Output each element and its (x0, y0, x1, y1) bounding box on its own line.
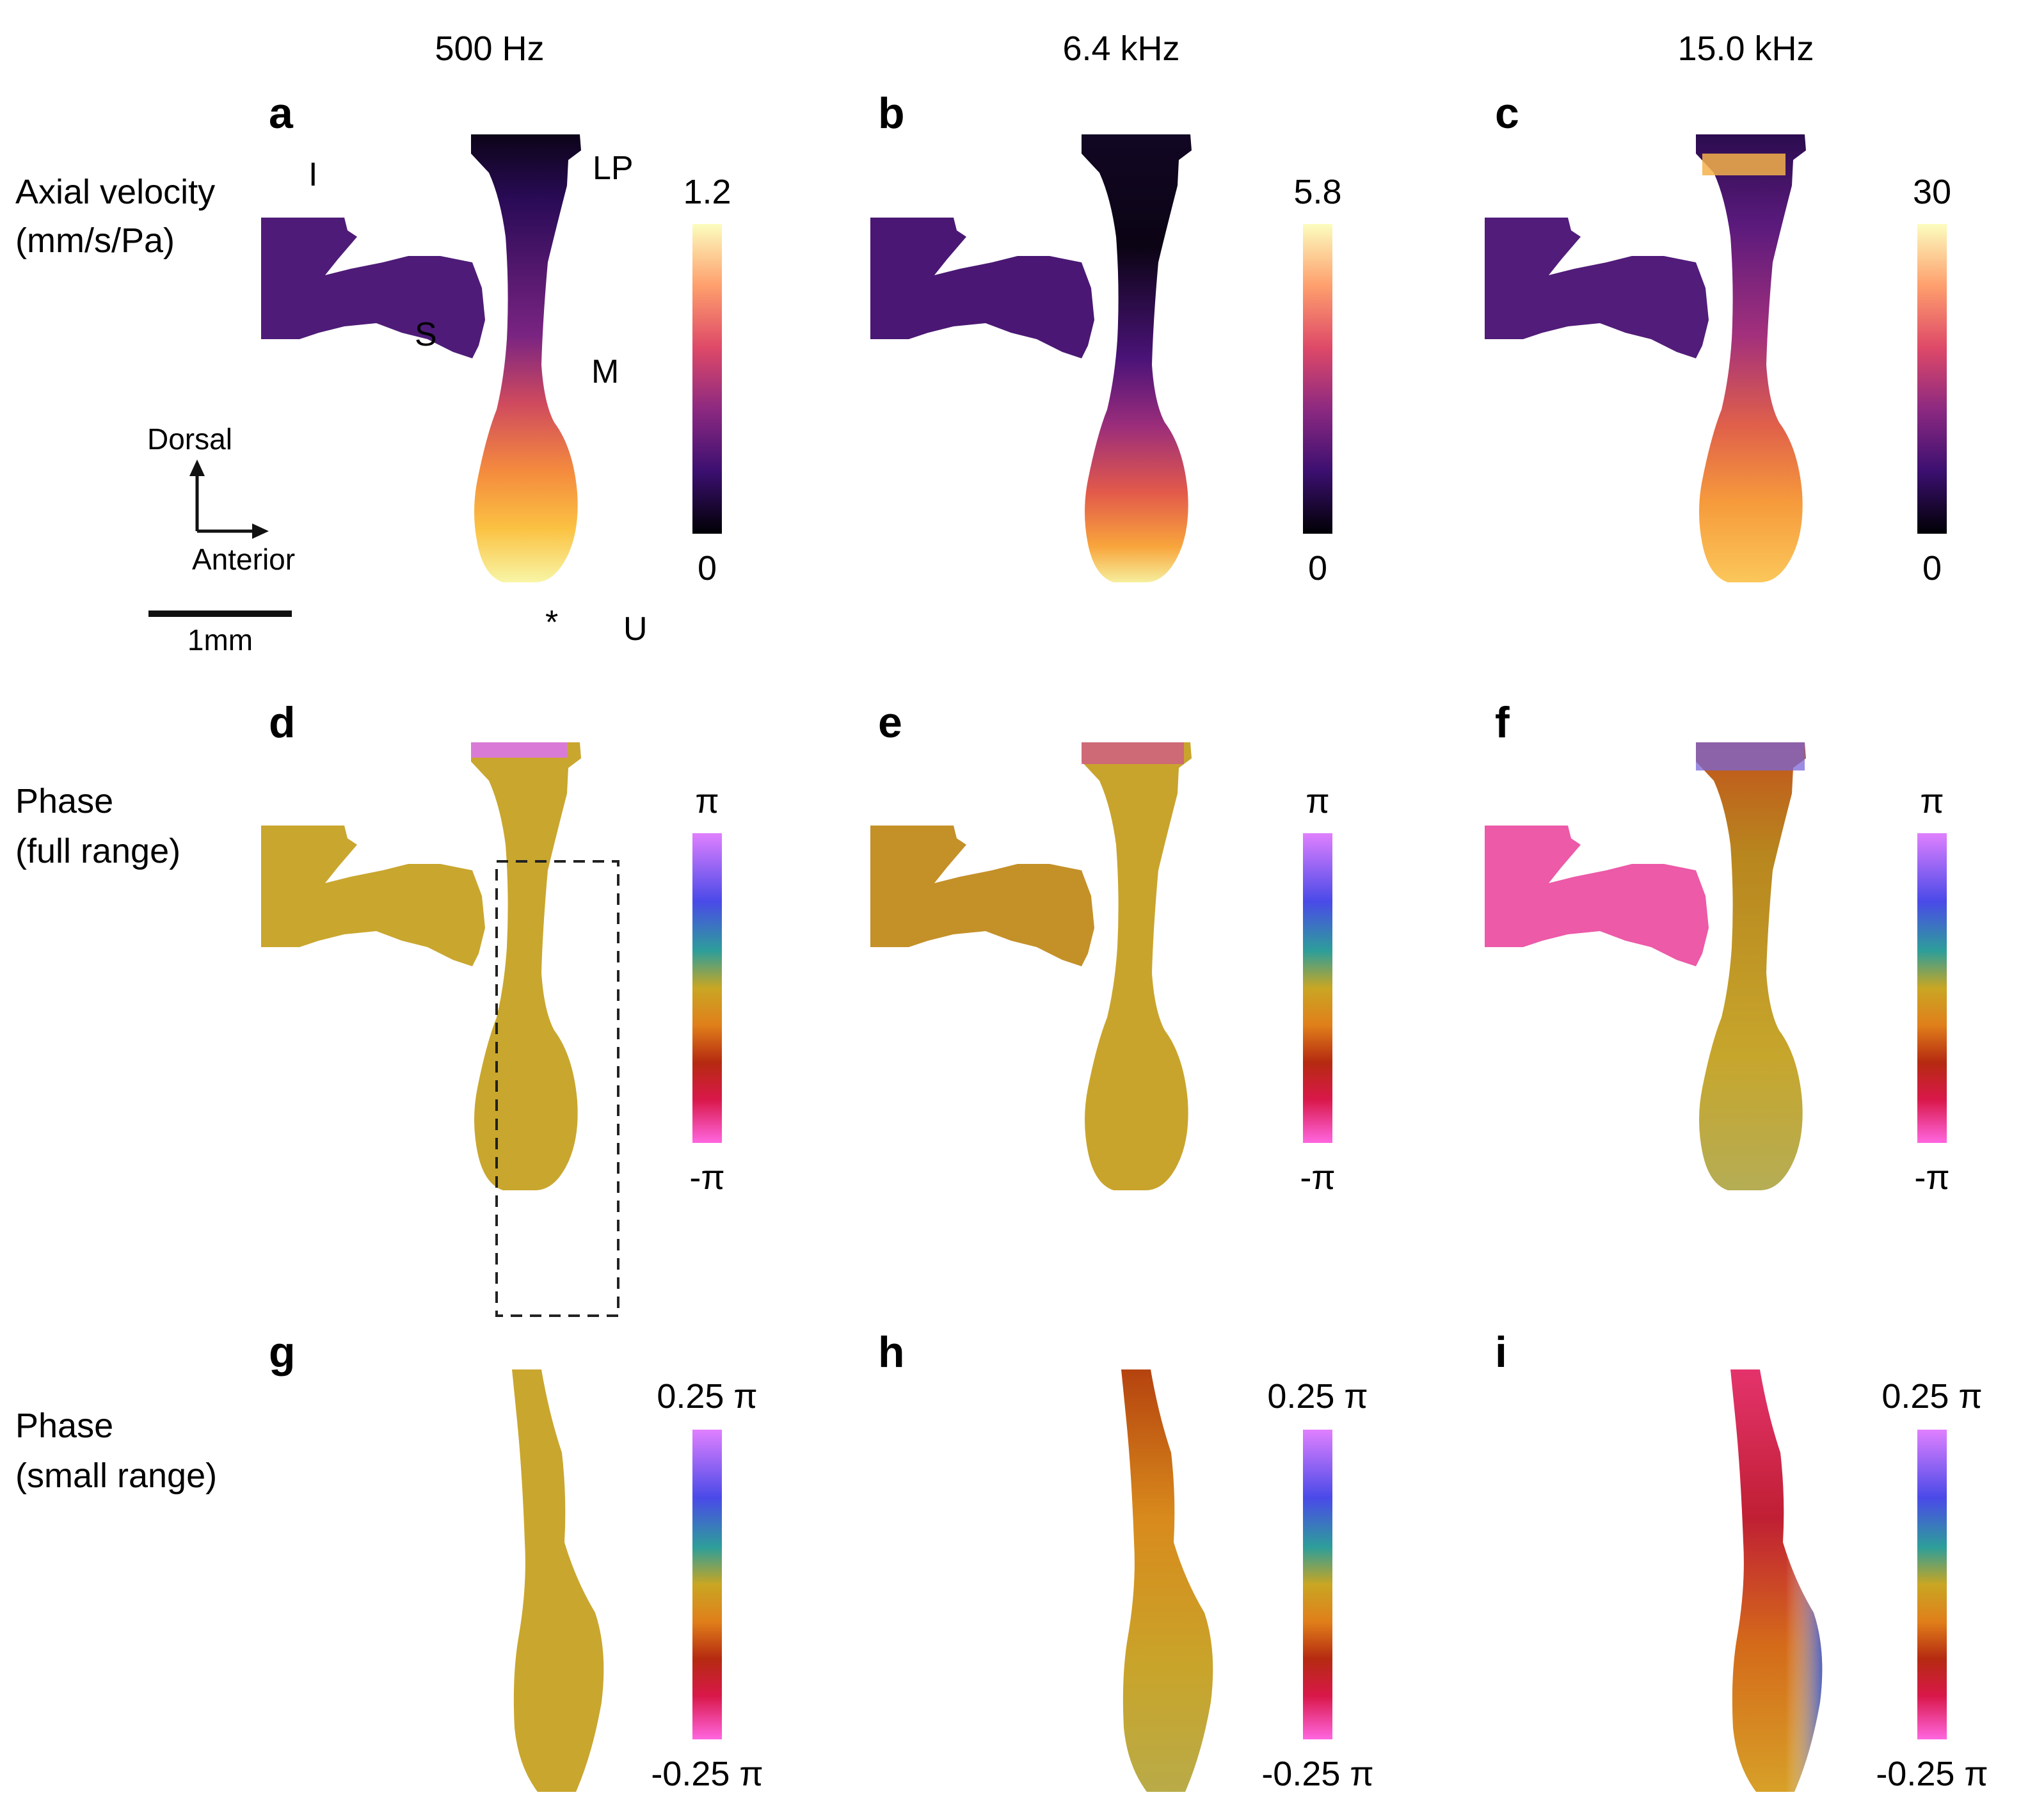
panel-d-phase-map (261, 742, 581, 1190)
label-stapes: S (415, 316, 437, 353)
label-incus: I (308, 156, 317, 193)
label-manubrium: M (591, 353, 619, 390)
colorbar-c-min: 0 (1922, 549, 1942, 587)
panel-b-velocity-map (870, 134, 1192, 582)
column-title-6-4khz: 6.4 kHz (1062, 29, 1179, 68)
colorbar-velocity-b (1303, 224, 1332, 534)
colorbar-c-max: 30 (1913, 173, 1951, 211)
colorbar-h-max: 0.25 π (1267, 1377, 1368, 1416)
row-label-phase-full-line1: Phase (15, 782, 113, 820)
row-label-velocity-line2: (mm/s/Pa) (15, 221, 175, 260)
colorbar-velocity-c (1917, 224, 1947, 534)
colorbar-f-max: π (1920, 782, 1944, 820)
panel-h-phase-map (1121, 1369, 1213, 1792)
colorbar-g-min: -0.25 π (651, 1755, 763, 1793)
scale-bar (148, 611, 292, 617)
panel-c-velocity-map (1485, 134, 1806, 582)
colorbar-phase-full-d (692, 833, 722, 1143)
panel-label-a: a (269, 89, 294, 138)
colorbar-i-min: -0.25 π (1876, 1755, 1988, 1793)
zoom-region-box (495, 860, 619, 1317)
panel-label-h: h (878, 1328, 905, 1377)
colorbar-phase-small-h (1303, 1430, 1332, 1739)
panel-e-phase-map (870, 742, 1192, 1190)
panel-i-phase-map (1730, 1369, 1823, 1792)
colorbar-phase-small-i (1917, 1430, 1947, 1739)
panel-label-e: e (878, 698, 902, 747)
colorbar-i-max: 0.25 π (1881, 1377, 1982, 1416)
colorbar-g-max: 0.25 π (657, 1377, 757, 1416)
row-label-phase-small-line1: Phase (15, 1407, 113, 1445)
colorbar-phase-full-f (1917, 833, 1947, 1143)
panel-label-b: b (878, 89, 905, 138)
row-label-velocity-line1: Axial velocity (15, 173, 215, 211)
panel-label-f: f (1495, 698, 1510, 747)
colorbar-d-max: π (695, 782, 719, 820)
panel-a-velocity-map (261, 134, 581, 582)
panel-label-i: i (1495, 1328, 1507, 1377)
colorbar-a-max: 1.2 (683, 173, 731, 211)
colorbar-d-min: -π (689, 1158, 724, 1197)
colorbar-h-min: -0.25 π (1261, 1755, 1373, 1793)
colorbar-f-min: -π (1914, 1158, 1949, 1197)
colorbar-velocity-a (692, 224, 722, 534)
orientation-dorsal: Dorsal (147, 422, 232, 456)
panel-label-g: g (269, 1328, 296, 1377)
row-label-phase-small-line2: (small range) (15, 1457, 217, 1495)
colorbar-e-min: -π (1300, 1158, 1335, 1197)
panel-f-phase-map (1485, 742, 1806, 1190)
colorbar-e-max: π (1306, 782, 1329, 820)
orientation-anterior: Anterior (192, 543, 295, 576)
panel-label-d: d (269, 698, 296, 747)
panel-g-phase-map (512, 1369, 604, 1792)
colorbar-b-max: 5.8 (1293, 173, 1341, 211)
label-umbo: U (623, 611, 648, 648)
colorbar-b-min: 0 (1308, 549, 1327, 587)
colorbar-a-min: 0 (698, 549, 717, 587)
orientation-axes (189, 459, 269, 539)
panel-label-c: c (1495, 89, 1519, 138)
label-lateral-process: LP (593, 150, 634, 187)
scale-bar-label: 1mm (188, 623, 253, 657)
column-title-500hz: 500 Hz (435, 29, 544, 68)
umbo-marker: * (545, 604, 558, 641)
colorbar-phase-small-g (692, 1430, 722, 1739)
row-label-phase-full-line2: (full range) (15, 832, 180, 870)
column-title-15khz: 15.0 kHz (1677, 29, 1814, 68)
colorbar-phase-full-e (1303, 833, 1332, 1143)
